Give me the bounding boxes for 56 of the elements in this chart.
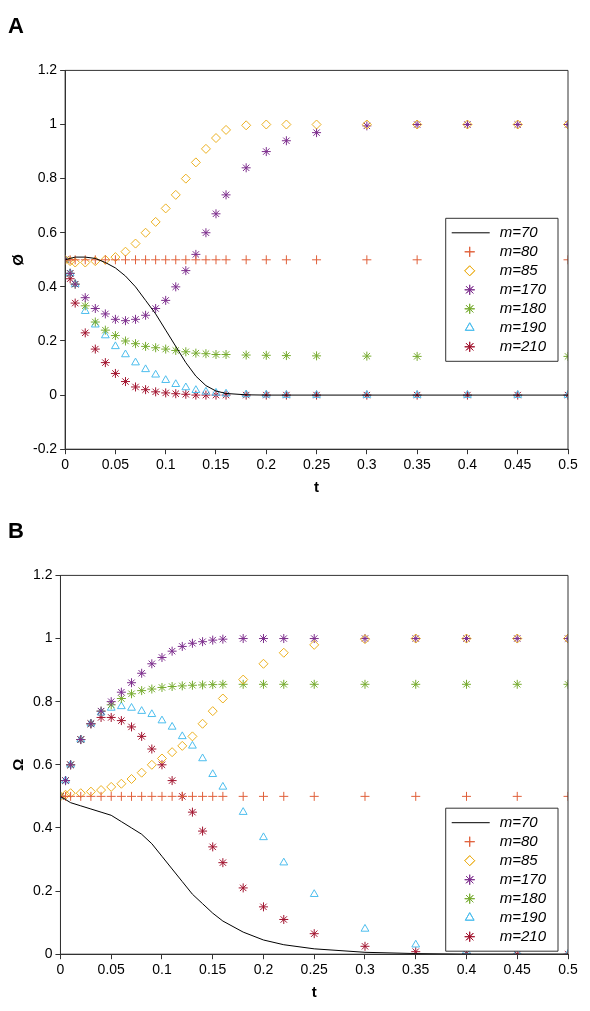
y-tick-label: 0.6 xyxy=(37,223,58,240)
y-tick-label: 1 xyxy=(49,115,58,132)
y-tick-label: 0.6 xyxy=(32,755,53,772)
x-tick-label: 0.3 xyxy=(357,456,377,473)
x-axis-title: t xyxy=(314,478,320,496)
x-tick-label: 0.15 xyxy=(199,961,227,978)
y-tick-label: 0.4 xyxy=(32,818,53,835)
x-tick-label: 0.05 xyxy=(101,456,130,473)
y-tick-label: 0 xyxy=(44,945,53,962)
legend-label: m=80 xyxy=(499,241,539,259)
x-tick-label: 0.25 xyxy=(302,456,331,473)
x-tick-label: 0.3 xyxy=(355,961,375,978)
x-tick-label: 0.25 xyxy=(300,961,329,978)
legend-label: m=170 xyxy=(499,279,547,297)
legend-label: m=85 xyxy=(499,260,539,278)
legend-label: m=180 xyxy=(499,888,547,906)
y-axis-title: Ø xyxy=(9,253,27,266)
legend-label: m=170 xyxy=(499,869,547,887)
legend-label: m=190 xyxy=(499,907,547,925)
y-tick-label: 0.8 xyxy=(32,692,53,709)
x-tick-label: 0.45 xyxy=(504,456,532,473)
chart-title: B xyxy=(8,518,24,544)
legend-label: m=80 xyxy=(499,831,539,849)
y-tick-label: 0.2 xyxy=(32,881,53,898)
x-tick-label: 0.4 xyxy=(456,961,477,978)
y-tick-label: 1.2 xyxy=(32,566,53,583)
x-tick-label: 0.35 xyxy=(402,961,430,978)
legend-label: m=210 xyxy=(499,926,547,944)
chart-title: A xyxy=(8,13,24,39)
x-tick-label: 0.35 xyxy=(403,456,431,473)
x-tick-label: 0.5 xyxy=(558,456,578,473)
legend-label: m=210 xyxy=(499,336,547,354)
x-tick-label: 0.2 xyxy=(253,961,274,978)
x-tick-label: 0.1 xyxy=(155,456,176,473)
x-tick-label: 0.45 xyxy=(503,961,532,978)
x-tick-label: 0.4 xyxy=(457,456,478,473)
legend-label: m=70 xyxy=(499,222,539,240)
y-tick-label: 0 xyxy=(49,385,58,402)
legend-label: m=85 xyxy=(499,850,539,868)
legend-label: m=70 xyxy=(499,812,539,830)
y-tick-label: -0.2 xyxy=(33,440,58,457)
x-tick-label: 0.15 xyxy=(202,456,230,473)
legend-label: m=180 xyxy=(499,298,547,316)
y-axis-title: Ω xyxy=(9,758,27,771)
x-tick-label: 0.2 xyxy=(256,456,277,473)
y-tick-label: 1 xyxy=(44,629,53,646)
x-tick-label: 0 xyxy=(61,456,70,473)
y-tick-label: 0.2 xyxy=(37,331,58,348)
x-tick-label: 0.5 xyxy=(558,961,578,978)
y-tick-label: 1.2 xyxy=(37,61,58,78)
x-axis-title: t xyxy=(311,983,317,1001)
y-tick-label: 0.8 xyxy=(37,169,58,186)
x-tick-label: 0.1 xyxy=(152,961,172,978)
y-tick-label: 0.4 xyxy=(37,277,58,294)
x-tick-label: 0.05 xyxy=(97,961,126,978)
legend-label: m=190 xyxy=(499,317,547,335)
